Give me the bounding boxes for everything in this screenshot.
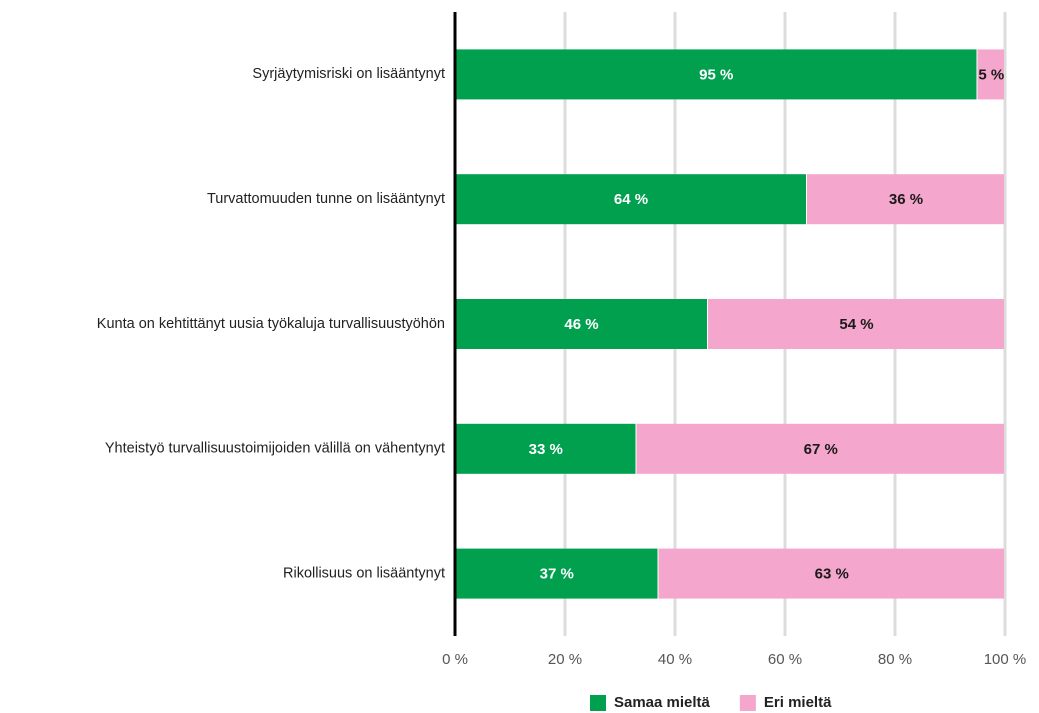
x-tick-label: 0 % bbox=[442, 651, 468, 668]
legend-swatch bbox=[590, 695, 606, 711]
data-label: 37 % bbox=[540, 566, 574, 583]
y-tick-label: Syrjäytymisriski on lisääntynyt bbox=[252, 66, 445, 82]
x-tick-label: 20 % bbox=[548, 651, 582, 668]
bar-segment bbox=[455, 299, 707, 349]
bar-segment bbox=[708, 299, 1004, 349]
data-label: 67 % bbox=[804, 441, 838, 458]
x-tick-label: 40 % bbox=[658, 651, 692, 668]
bar-segment bbox=[455, 49, 977, 100]
y-tick-label: Kunta on kehtittänyt uusia työkaluja tur… bbox=[97, 316, 445, 332]
data-label: 33 % bbox=[529, 441, 563, 458]
x-tick-label: 60 % bbox=[768, 651, 802, 668]
data-label: 64 % bbox=[614, 191, 648, 208]
bar-segment bbox=[636, 423, 1004, 474]
data-label: 36 % bbox=[889, 191, 923, 208]
data-label: 5 % bbox=[978, 66, 1004, 83]
bar-segment bbox=[977, 49, 1004, 100]
data-label: 63 % bbox=[815, 566, 849, 583]
bar-segment bbox=[455, 548, 658, 599]
y-tick-label: Turvattomuuden tunne on lisääntynyt bbox=[207, 191, 445, 207]
data-label: 54 % bbox=[839, 316, 873, 333]
legend-swatch bbox=[739, 695, 756, 711]
y-tick-label: Yhteistyö turvallisuustoimijoiden välill… bbox=[105, 441, 445, 457]
bar-segment bbox=[455, 174, 806, 225]
y-tick-label: Rikollisuus on lisääntynyt bbox=[283, 565, 445, 581]
bar-segment bbox=[807, 174, 1004, 225]
x-tick-label: 100 % bbox=[984, 651, 1027, 668]
bar-segment bbox=[658, 548, 1004, 599]
x-tick-label: 80 % bbox=[878, 651, 912, 668]
legend-label: Samaa mieltä bbox=[614, 694, 711, 711]
bar-segment bbox=[455, 423, 636, 474]
data-label: 95 % bbox=[699, 66, 733, 83]
data-label: 46 % bbox=[564, 316, 598, 333]
legend-label: Eri mieltä bbox=[764, 694, 832, 711]
